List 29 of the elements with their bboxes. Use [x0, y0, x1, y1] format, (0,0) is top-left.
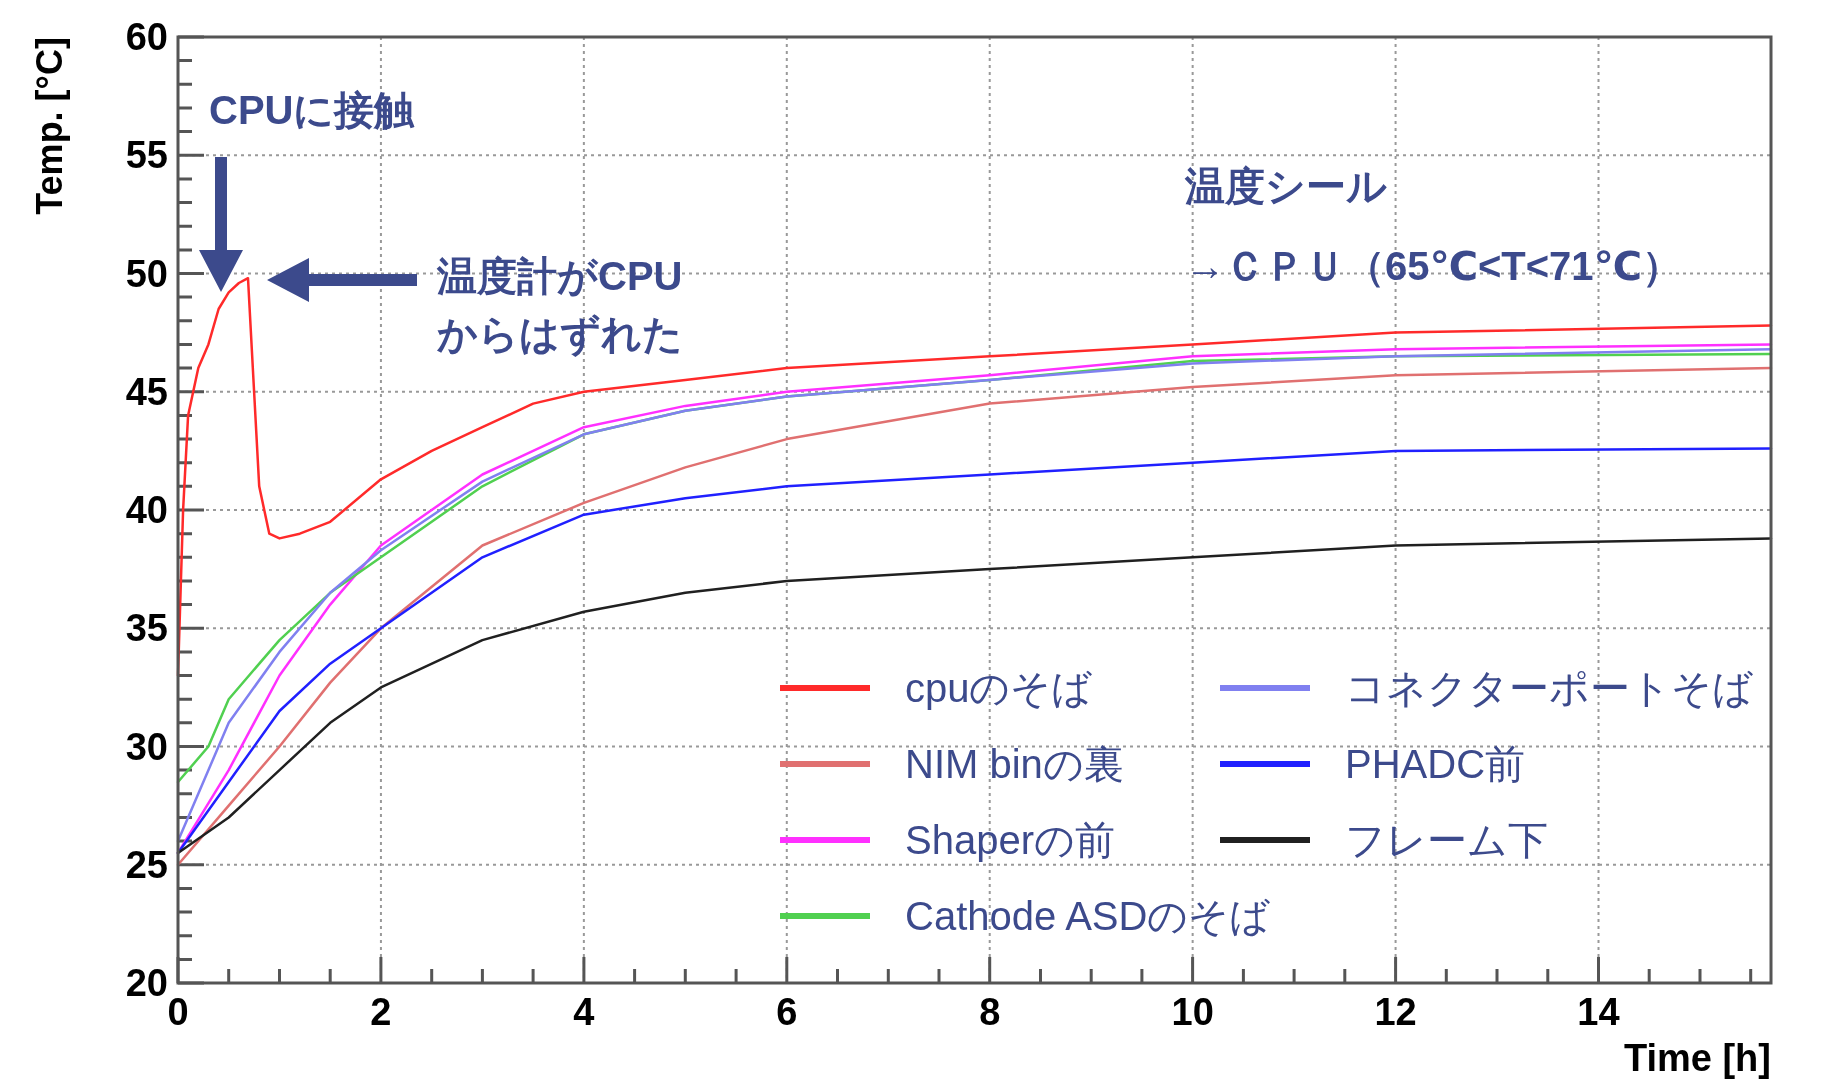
legend-label: Cathode ASDのそば	[905, 894, 1271, 938]
y-tick-label: 50	[125, 252, 168, 295]
x-tick-label: 2	[370, 991, 392, 1033]
x-tick-label: 14	[1577, 991, 1620, 1033]
legend-label: Shaperの前	[905, 818, 1115, 862]
y-tick-label: 25	[125, 843, 168, 886]
y-tick-label: 55	[125, 134, 168, 177]
annotation: 温度計がCPU からはずれた	[436, 254, 683, 358]
x-tick-label: 12	[1374, 991, 1417, 1033]
x-tick-label: 6	[776, 991, 798, 1033]
y-tick-label: 40	[125, 489, 168, 531]
x-axis-title: Time [h]	[1623, 1037, 1771, 1079]
y-tick-label: 30	[125, 725, 168, 768]
y-tick-label: 35	[125, 607, 168, 650]
x-tick-label: 0	[167, 991, 189, 1033]
y-axis-title: Temp. [°C]	[29, 37, 70, 215]
y-tick-label: 45	[125, 370, 168, 413]
x-tick-label: 8	[979, 991, 1001, 1033]
annotation: CPUに接触	[209, 88, 416, 132]
y-tick-label: 20	[125, 962, 168, 1004]
x-tick-label: 4	[573, 991, 595, 1033]
x-tick-label: 10	[1171, 991, 1214, 1033]
legend-label: PHADC前	[1345, 742, 1526, 786]
annotation: 温度シール →ＣＰＵ（65℃<T<71℃）	[1184, 164, 1683, 288]
legend-label: フレーム下	[1345, 818, 1548, 862]
legend-label: cpuのそば	[905, 666, 1093, 710]
legend-label: NIM binの裏	[905, 742, 1124, 786]
y-tick-label: 60	[125, 16, 168, 58]
legend-label: コネクターポートそば	[1345, 666, 1753, 710]
